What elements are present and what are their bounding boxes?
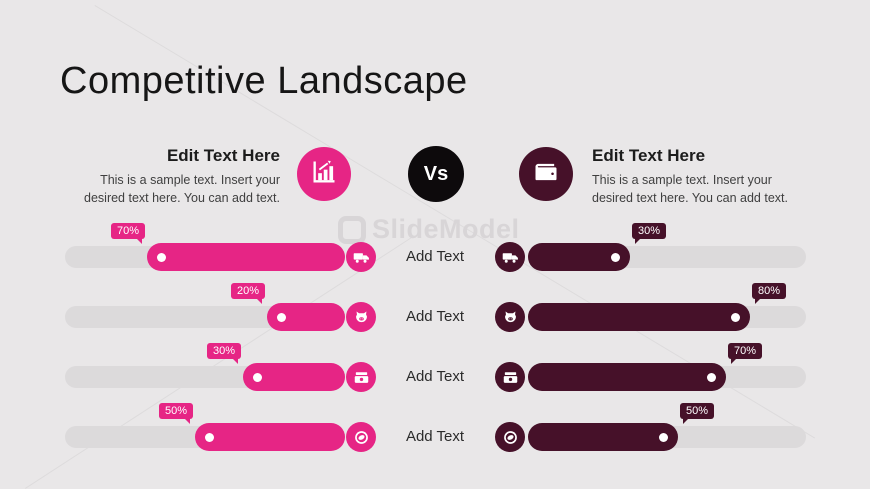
center-add-text[interactable]: Add Text (405, 368, 465, 385)
left-header-icon-circle (297, 147, 351, 201)
right-bar-handle-dot (707, 372, 716, 382)
comparison-row: 20% Add Text 80% (0, 283, 870, 332)
comparison-row: 50% Add Text 50% (0, 403, 870, 452)
piggy-bank-icon (346, 302, 376, 332)
left-bar (147, 243, 345, 271)
page-title: Competitive Landscape (60, 60, 468, 102)
coin-icon (495, 422, 525, 452)
watermark: SlideModel (338, 214, 520, 245)
left-header-title[interactable]: Edit Text Here (166, 146, 280, 165)
banknote-icon (495, 362, 525, 392)
center-add-text[interactable]: Add Text (405, 308, 465, 325)
bar-chart-icon (310, 158, 338, 191)
left-bar-handle-dot (253, 372, 262, 382)
right-bar-handle-dot (731, 312, 740, 322)
right-percent-badge: 80% (752, 283, 787, 304)
wallet-icon (532, 158, 560, 191)
comparison-row: 70% Add Text 30% (0, 223, 870, 272)
left-bar (267, 303, 345, 331)
right-bar-handle-dot (611, 252, 620, 262)
right-percent-badge: 30% (632, 223, 667, 244)
left-bar-handle-dot (277, 312, 286, 322)
left-header-body[interactable]: This is a sample text. Insert your desir… (84, 173, 280, 205)
center-add-text[interactable]: Add Text (405, 248, 465, 265)
left-bar-handle-dot (205, 432, 214, 442)
versus-label: Vs (423, 162, 449, 185)
comparison-row: 30% Add Text 70% (0, 343, 870, 392)
left-header-block: Edit Text Here This is a sample text. In… (78, 146, 280, 208)
versus-badge: Vs (408, 146, 464, 202)
center-add-text[interactable]: Add Text (405, 428, 465, 445)
left-bar (195, 423, 345, 451)
left-bar (243, 363, 345, 391)
right-header-icon-circle (519, 147, 573, 201)
truck-icon (495, 242, 525, 272)
left-percent-badge: 20% (230, 283, 265, 304)
right-bar (528, 423, 678, 451)
right-header-block: Edit Text Here This is a sample text. In… (592, 146, 794, 208)
right-bar (528, 363, 726, 391)
left-percent-badge: 70% (110, 223, 145, 244)
left-percent-badge: 50% (158, 403, 193, 424)
right-percent-badge: 70% (728, 343, 763, 364)
right-percent-badge: 50% (680, 403, 715, 424)
watermark-logo (338, 215, 366, 244)
coin-icon (346, 422, 376, 452)
truck-icon (346, 242, 376, 272)
banknote-icon (346, 362, 376, 392)
piggy-bank-icon (495, 302, 525, 332)
right-bar (528, 303, 750, 331)
left-bar-handle-dot (157, 252, 166, 262)
right-header-title[interactable]: Edit Text Here (592, 146, 706, 165)
right-bar (528, 243, 630, 271)
right-bar-handle-dot (659, 432, 668, 442)
watermark-text: SlideModel (372, 214, 520, 244)
left-percent-badge: 30% (206, 343, 241, 364)
right-header-body[interactable]: This is a sample text. Insert your desir… (592, 173, 788, 205)
